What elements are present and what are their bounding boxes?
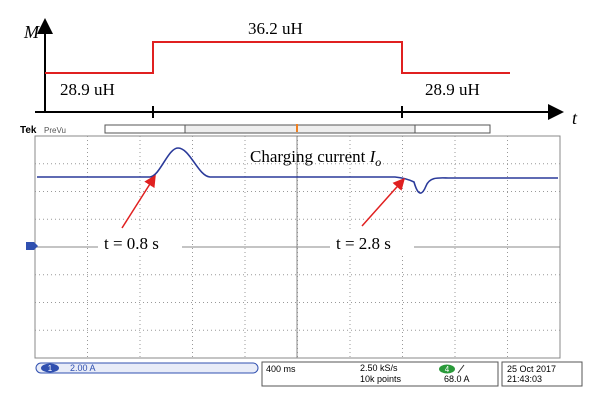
level-label: 28.9 uH	[60, 80, 115, 99]
brand: Tek	[20, 125, 37, 136]
label-bg	[330, 232, 414, 254]
channel-badge	[41, 363, 59, 373]
timebase: 400 ms	[266, 364, 296, 374]
trigger-slope	[457, 364, 465, 374]
x-label: t	[572, 108, 578, 128]
arrow	[361, 177, 405, 227]
date: 25 Oct 2017	[507, 364, 556, 374]
trace-label-subscript: o	[375, 155, 381, 169]
record-length: 10k points	[360, 374, 402, 384]
channel-marker	[26, 242, 38, 250]
trace-label-symbol: I	[369, 147, 377, 166]
annotation: t = 2.8 s	[336, 234, 391, 253]
trigger-badge	[439, 364, 455, 374]
inductance-step	[45, 41, 510, 74]
time: 21:43:03	[507, 374, 542, 384]
channel: 1	[48, 364, 53, 373]
record-window	[184, 124, 416, 134]
annotation: t = 0.8 s	[104, 234, 159, 253]
trace-label: Charging current Io	[250, 147, 381, 169]
level-label: 36.2 uH	[248, 19, 303, 38]
label-bg	[98, 232, 182, 254]
date-box	[501, 361, 583, 387]
y-label: M	[23, 22, 40, 42]
level-label: 28.9 uH	[425, 80, 480, 99]
trigger-channel: 4	[445, 365, 450, 374]
arrow	[121, 174, 156, 229]
channel-box	[35, 362, 259, 374]
acq-box	[261, 361, 499, 387]
mode: PreVu	[44, 126, 66, 135]
current-trace	[37, 147, 558, 194]
trigger-level: 68.0 A	[444, 374, 470, 384]
sample-rate: 2.50 kS/s	[360, 363, 398, 373]
scale: 2.00 A	[70, 363, 96, 373]
trace-label-text: Charging current	[250, 147, 366, 166]
